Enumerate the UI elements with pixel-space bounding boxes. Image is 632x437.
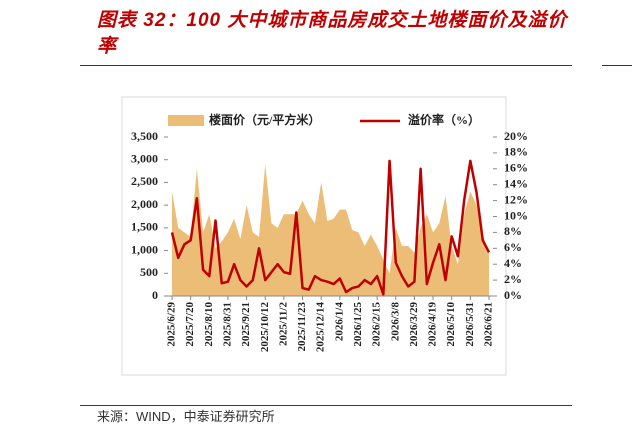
x-tick-label: 2025/12/14: [315, 302, 327, 353]
y-tick-label: 1,500: [131, 220, 158, 234]
x-tick-label: 2026/3/8: [389, 302, 401, 342]
legend-label: 溢价率（%）: [408, 112, 480, 127]
line: [170, 159, 491, 296]
x-tick-label: 2026/3/29: [408, 302, 420, 347]
y2-tick-label: 18%: [504, 145, 528, 159]
y-tick-label: 2,500: [131, 174, 158, 188]
x-tick-label: 2025/10/12: [259, 302, 271, 353]
title-rule: [602, 65, 632, 66]
legend-swatch: [168, 115, 204, 126]
y2-tick-label: 12%: [504, 192, 528, 206]
y2-tick-label: 8%: [504, 224, 522, 238]
x-tick-label: 2025/6/29: [166, 302, 178, 347]
y-tick-label: 1,000: [131, 242, 158, 256]
x-tick-label: 2025/8/31: [221, 302, 233, 347]
x-tick-label: 2026/1/4: [333, 302, 345, 342]
y-tick-label: 3,000: [131, 151, 158, 165]
title-rule: [80, 65, 572, 66]
area: [172, 164, 489, 296]
x-tick-label: 2026/5/31: [464, 302, 476, 347]
legend-label: 楼面价（元/平方米）: [209, 112, 320, 127]
x-tick-label: 2026/5/10: [445, 302, 457, 347]
x-tick-label: 2025/11/23: [296, 302, 308, 352]
title: 图表 32：100 大中城市商品房成交土地楼面价及溢价率: [97, 10, 568, 57]
y2-tick-label: 6%: [504, 240, 522, 254]
y-tick-label: 3,500: [131, 129, 158, 143]
y2-tick-label: 20%: [504, 129, 528, 143]
y2-tick-label: 16%: [504, 161, 528, 175]
chart-frame: [121, 96, 507, 376]
y-tick-label: 2,000: [131, 197, 158, 211]
y2-tick-label: 2%: [504, 272, 522, 286]
x-tick-label: 2025/9/21: [240, 302, 252, 347]
x-tick-label: 2026/4/19: [427, 302, 439, 347]
y-tick-label: 500: [140, 265, 158, 279]
y2-tick-label: 4%: [504, 256, 522, 270]
source-rule: [80, 405, 572, 406]
x-tick-label: 2026/6/21: [483, 302, 495, 347]
y-tick-label: 0: [152, 288, 158, 302]
y2-tick-label: 14%: [504, 176, 528, 190]
y2-tick-label: 0%: [504, 288, 522, 302]
x-tick-label: 2026/2/15: [371, 302, 383, 347]
x-tick-label: 2025/8/10: [203, 302, 215, 347]
x-tick-label: 2025/7/20: [184, 302, 196, 347]
y2-tick-label: 10%: [504, 208, 528, 222]
x-tick-label: 2026/1/25: [352, 302, 364, 347]
x-tick-label: 2025/11/2: [277, 302, 289, 347]
source: 来源：WIND，中泰证券研究所: [97, 409, 275, 424]
